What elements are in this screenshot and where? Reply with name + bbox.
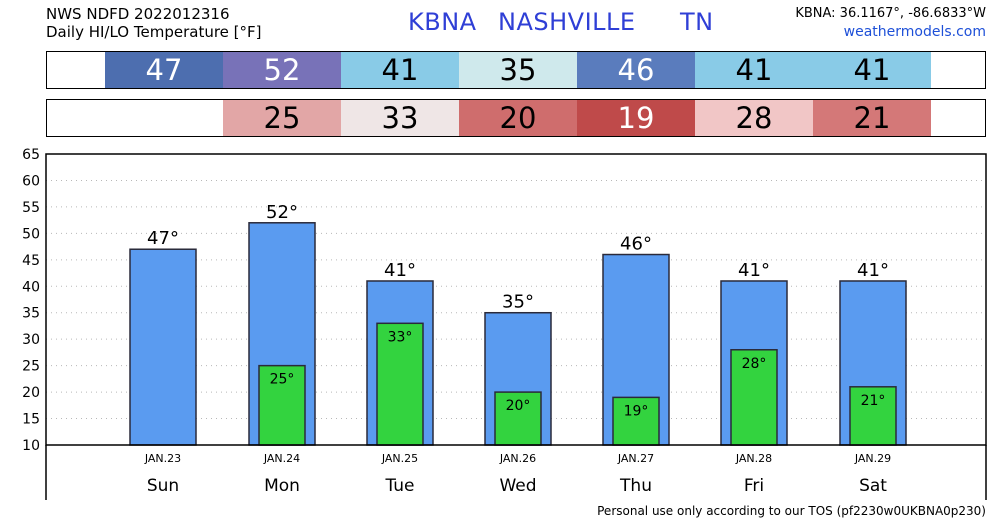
x-date-label: JAN.26 [499,452,536,465]
low-band-cell: 33 [341,100,459,136]
low-bar-label: 20° [506,398,531,414]
plot-frame [45,153,987,446]
low-bar [730,349,778,446]
footer-terms: Personal use only according to our TOS (… [597,504,986,518]
x-day-label: Sat [859,476,887,496]
station-code: KBNA [408,8,477,36]
chart-subtitle: Daily HI/LO Temperature [°F] [46,23,262,41]
low-bar-label: 28° [742,356,767,372]
x-day-label: Sun [147,476,179,496]
x-date-label: JAN.25 [381,452,418,465]
y-tick-label: 65 [22,147,40,163]
y-tick-label: 25 [22,359,40,375]
high-bar-label: 41° [738,260,770,281]
low-bar-label: 25° [270,372,295,388]
high-bar-label: 46° [620,234,652,255]
y-tick-label: 15 [22,412,40,428]
high-bar-label: 41° [384,260,416,281]
high-band-cell: 41 [813,52,931,88]
x-day-label: Wed [499,476,536,496]
low-bar [376,322,424,446]
model-run-label: NWS NDFD 2022012316 [46,5,230,23]
station-coordinates: KBNA: 36.1167°, -86.6833°W [795,6,986,21]
low-bar-label: 19° [624,403,649,419]
low-bar [494,391,542,446]
high-bar [129,248,197,446]
x-day-label: Tue [384,476,414,496]
x-date-label: JAN.29 [854,452,891,465]
high-band-cell: 52 [223,52,341,88]
site-link[interactable]: weathermodels.com [843,24,986,40]
x-day-label: Fri [744,476,764,496]
station-state: TN [680,8,714,36]
high-band-cell: 46 [577,52,695,88]
low-bar [849,386,897,446]
y-tick-label: 60 [22,173,40,189]
low-band-cell: 21 [813,100,931,136]
low-band-cell: 20 [459,100,577,136]
x-date-label: JAN.28 [735,452,772,465]
x-day-label: Mon [264,476,300,496]
high-bar-label: 35° [502,292,534,313]
low-bar-label: 33° [388,329,413,345]
high-band-cell: 41 [695,52,813,88]
y-tick-label: 50 [22,226,40,242]
x-date-label: JAN.27 [617,452,654,465]
high-band-cell: 47 [105,52,223,88]
high-band-cell: 35 [459,52,577,88]
high-bar-label: 41° [857,260,889,281]
y-tick-label: 40 [22,279,40,295]
y-tick-label: 45 [22,253,40,269]
y-tick-label: 10 [22,438,40,454]
station-name: NASHVILLE [498,8,636,36]
low-band-cell: 25 [223,100,341,136]
low-bar [258,364,306,446]
y-tick-label: 20 [22,385,40,401]
y-tick-label: 30 [22,332,40,348]
x-date-label: JAN.23 [144,452,181,465]
high-bar-label: 47° [147,228,179,249]
low-bar-label: 21° [861,393,886,409]
low-temp-band: 25 33 20 19 28 21 [46,99,986,137]
temperature-bar-chart: 10 15 20 25 30 35 40 45 50 55 60 65 47° 52° 25° 41° 33° 3… [22,147,987,500]
y-tick-label: 55 [22,200,40,216]
high-band-cell: 41 [341,52,459,88]
y-tick-label: 35 [22,306,40,322]
high-bar-label: 52° [266,202,298,223]
x-date-label: JAN.24 [263,452,300,465]
low-band-cell: 19 [577,100,695,136]
high-temp-band: 47 52 41 35 46 41 41 [46,51,986,89]
x-day-label: Thu [619,476,652,496]
low-band-cell: 28 [695,100,813,136]
